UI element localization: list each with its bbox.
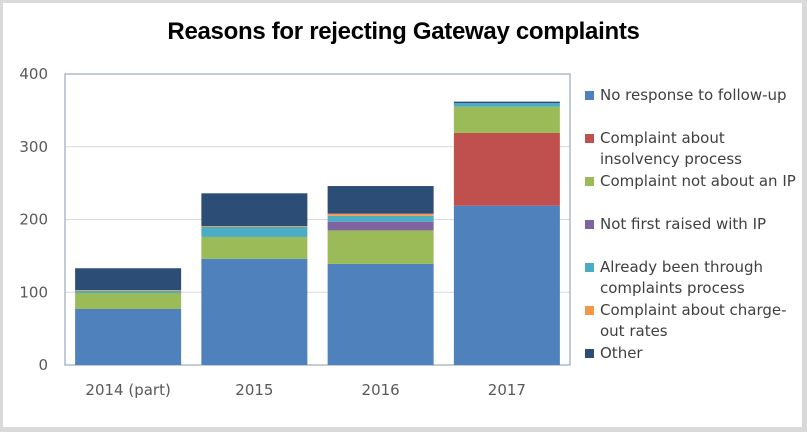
- legend-label: insolvency process: [600, 150, 742, 168]
- legend-swatch: [585, 220, 594, 229]
- legend-label: complaints process: [600, 279, 745, 297]
- legend-item: Not first raised with IP: [585, 214, 800, 235]
- bar-segment: [327, 221, 434, 231]
- y-tick-label: 100: [19, 283, 48, 301]
- legend-label: out rates: [600, 322, 668, 340]
- legend-swatch: [585, 177, 594, 186]
- y-tick-label: 400: [19, 65, 48, 83]
- bar-segment: [327, 186, 434, 214]
- y-tick-label: 0: [38, 356, 48, 374]
- legend-item: Already been through complaints process: [585, 257, 800, 299]
- x-tick-label: 2015: [235, 381, 273, 399]
- legend-label: Not first raised with IP: [600, 215, 767, 233]
- legend-label: Complaint not about an IP: [600, 172, 796, 190]
- bar-segment: [453, 103, 560, 107]
- bar-segment: [75, 268, 182, 291]
- bar-segment: [201, 226, 308, 237]
- legend-label: No response to follow-up: [600, 86, 787, 104]
- legend-item: Other: [585, 343, 800, 364]
- bar-segment: [453, 106, 560, 133]
- legend-item: Complaint about insolvency process: [585, 128, 800, 170]
- x-tick-label: 2014 (part): [85, 381, 170, 399]
- bar-segment: [75, 290, 182, 291]
- bar-segment: [201, 226, 308, 227]
- legend-swatch: [585, 349, 594, 358]
- legend-swatch: [585, 306, 594, 315]
- bar-segment: [327, 263, 434, 365]
- plot-border: [64, 73, 571, 366]
- bar-segment: [453, 101, 560, 104]
- legend-label: Already been through: [600, 258, 764, 276]
- bar-segment: [327, 213, 434, 216]
- bar-segment: [201, 236, 308, 259]
- bar-segment: [75, 292, 182, 309]
- bar-segment: [453, 205, 560, 365]
- bar-segment: [327, 215, 434, 222]
- bar-segment: [201, 193, 308, 227]
- legend-label: Complaint about charge-: [600, 301, 787, 319]
- legend-swatch: [585, 134, 594, 143]
- y-tick-label: 200: [19, 211, 48, 229]
- bar-segment: [75, 290, 182, 293]
- legend-label: Other: [600, 344, 643, 362]
- chart-title: Reasons for rejecting Gateway complaints: [167, 18, 640, 45]
- legend-item: Complaint not about an IP: [585, 171, 800, 192]
- legend-swatch: [585, 91, 594, 100]
- legend-item: Complaint about charge-out rates: [585, 300, 800, 342]
- bar-segment: [453, 132, 560, 206]
- bar-segment: [201, 258, 308, 365]
- y-tick-label: 300: [19, 138, 48, 156]
- legend-swatch: [585, 263, 594, 272]
- x-tick-label: 2017: [488, 381, 526, 399]
- bar-segment: [327, 230, 434, 264]
- x-tick-label: 2016: [362, 381, 400, 399]
- legend-item: No response to follow-up: [585, 85, 800, 106]
- bar-segment: [75, 308, 182, 365]
- legend-label: Complaint about: [600, 129, 725, 147]
